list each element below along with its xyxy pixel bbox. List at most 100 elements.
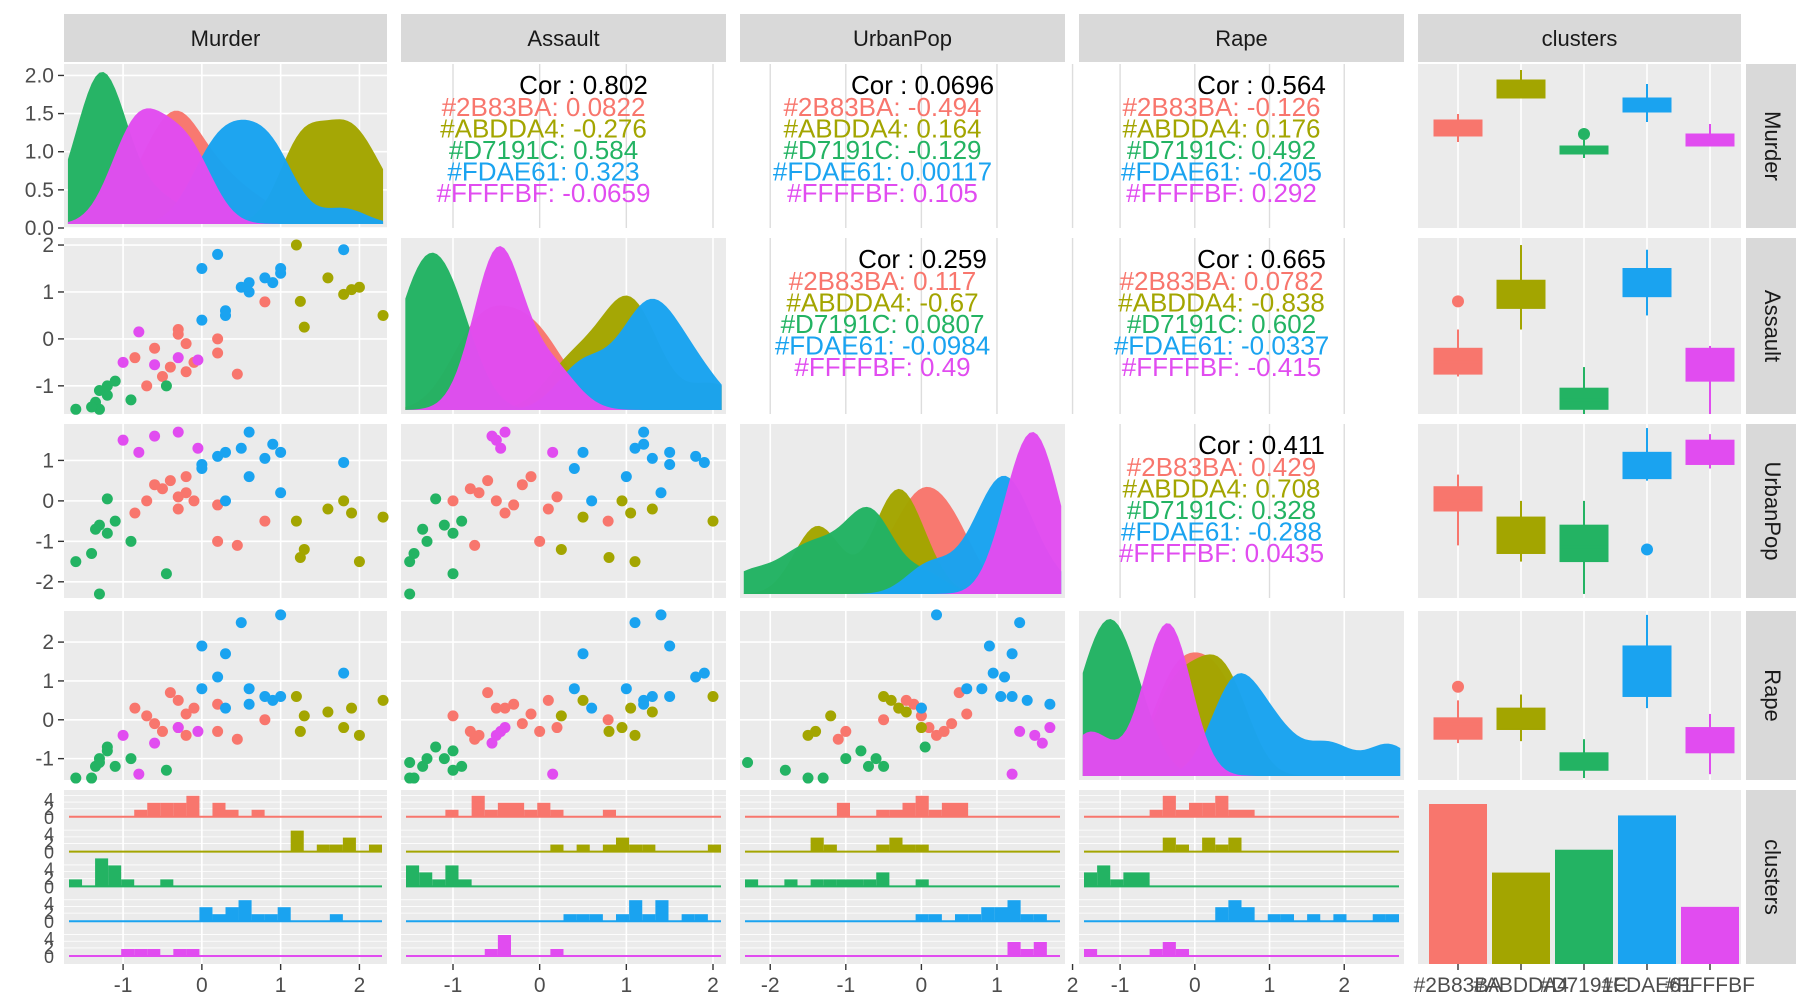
hist-bar <box>889 837 903 852</box>
scatter-point <box>160 568 172 580</box>
scatter-point <box>109 760 121 772</box>
scatter-point <box>149 430 161 442</box>
correlation-overall: Cor : 0.411 <box>1198 430 1325 460</box>
scatter-point <box>220 648 231 660</box>
hist-bar <box>915 844 929 852</box>
box-body <box>1685 347 1735 382</box>
hist-bar <box>1162 837 1176 852</box>
scatter-point <box>404 757 416 769</box>
scatter-point <box>346 284 358 296</box>
panel-grid <box>122 790 361 964</box>
hist-tick-label: 0 <box>44 912 54 932</box>
density-area <box>405 246 722 410</box>
correlation-group: #D7191C: 0.602 <box>1127 309 1316 339</box>
correlation-group: #FDAE61: -0.0984 <box>775 331 990 361</box>
scatter-point <box>149 718 161 730</box>
hist-bar <box>1123 872 1137 887</box>
hist-bar <box>602 809 616 817</box>
hist-bar <box>955 914 969 922</box>
scatter-point <box>1044 698 1056 710</box>
scatter-point <box>101 745 113 757</box>
panel-background <box>740 64 1065 228</box>
scatter-point <box>196 314 208 326</box>
scatter-point <box>625 507 637 519</box>
facet-strip-top <box>64 14 387 62</box>
facet-label-right: Assault <box>1760 290 1785 362</box>
hist-bar <box>1110 879 1124 887</box>
density-area <box>1082 673 1401 776</box>
scatter-point <box>109 515 121 527</box>
hist-bar <box>1189 802 1203 817</box>
corr-grid <box>769 238 1074 414</box>
hist-bar <box>484 809 498 817</box>
correlation-group: #FFFFBF: 0.0435 <box>1119 538 1324 568</box>
hist-bar <box>823 879 837 887</box>
hist-bar <box>915 914 929 922</box>
cluster-count-bar <box>1618 815 1676 964</box>
scatter-point <box>629 729 641 741</box>
scatter-point <box>275 609 287 621</box>
hist-bar <box>576 844 590 852</box>
correlation-group: #FFFFBF: -0.415 <box>1122 352 1321 382</box>
scatter-point <box>995 690 1007 702</box>
scatter-point <box>855 745 867 757</box>
hist-bar <box>1084 949 1098 956</box>
scatter-point <box>290 515 302 527</box>
scatter-point <box>690 671 702 683</box>
hist-strip <box>401 794 726 818</box>
scatter-point <box>438 753 450 765</box>
scatter-point <box>164 361 176 373</box>
scatter-point <box>93 753 105 765</box>
box-body <box>1496 516 1546 554</box>
hist-strip <box>401 829 726 853</box>
x-tick-label: 0 <box>196 974 208 997</box>
scatter-point <box>172 426 184 438</box>
scatter-point <box>646 690 658 702</box>
density-area <box>67 119 384 224</box>
hist-tick-label: 2 <box>44 938 54 958</box>
cluster-count-bar <box>1492 872 1550 964</box>
correlation-group: #FDAE61: -0.205 <box>1121 157 1322 187</box>
panel-background <box>1079 238 1404 414</box>
hist-bar <box>928 914 942 922</box>
hist-tick-label: 2 <box>44 834 54 854</box>
scatter-point <box>931 729 943 741</box>
hist-bar <box>537 802 551 817</box>
hist-bar <box>1033 914 1047 922</box>
hist-bar <box>810 879 824 887</box>
scatter-point <box>172 503 184 515</box>
hist-strip <box>401 899 726 923</box>
scatter-point <box>931 609 943 621</box>
correlation-group: #FDAE61: 0.323 <box>447 157 639 187</box>
scatter-point <box>961 683 973 695</box>
scatter-point <box>664 458 676 470</box>
scatter-point <box>404 556 416 568</box>
scatter-point <box>141 495 153 507</box>
scatter-point <box>620 683 632 695</box>
hist-bar <box>368 844 382 852</box>
hist-bar <box>1007 942 1021 956</box>
hist-tick-label: 2 <box>44 799 54 819</box>
scatter-point <box>664 446 676 458</box>
scatter-point <box>298 710 310 722</box>
hist-bar <box>419 872 433 887</box>
hist-bar <box>889 809 903 817</box>
scatter-point <box>568 463 580 475</box>
hist-bar <box>955 802 969 817</box>
correlation-group: #FDAE61: -0.0337 <box>1114 331 1329 361</box>
hist-bar <box>1215 844 1229 852</box>
y-tick-label: 1 <box>42 449 54 472</box>
facet-label-top: clusters <box>1542 26 1618 51</box>
hist-bar <box>602 844 616 852</box>
hist-bar <box>225 907 239 922</box>
hist-bar <box>550 809 564 817</box>
cluster-count-bar <box>1681 906 1739 964</box>
hist-bar <box>589 914 603 922</box>
scatter-point <box>212 671 224 683</box>
box-body <box>1433 717 1483 740</box>
scatter-point <box>421 753 433 765</box>
cluster-count-bar <box>1555 849 1613 964</box>
facet-strip-top <box>740 14 1065 62</box>
correlation-group: #D7191C: 0.584 <box>449 135 638 165</box>
hist-bar <box>823 844 837 852</box>
